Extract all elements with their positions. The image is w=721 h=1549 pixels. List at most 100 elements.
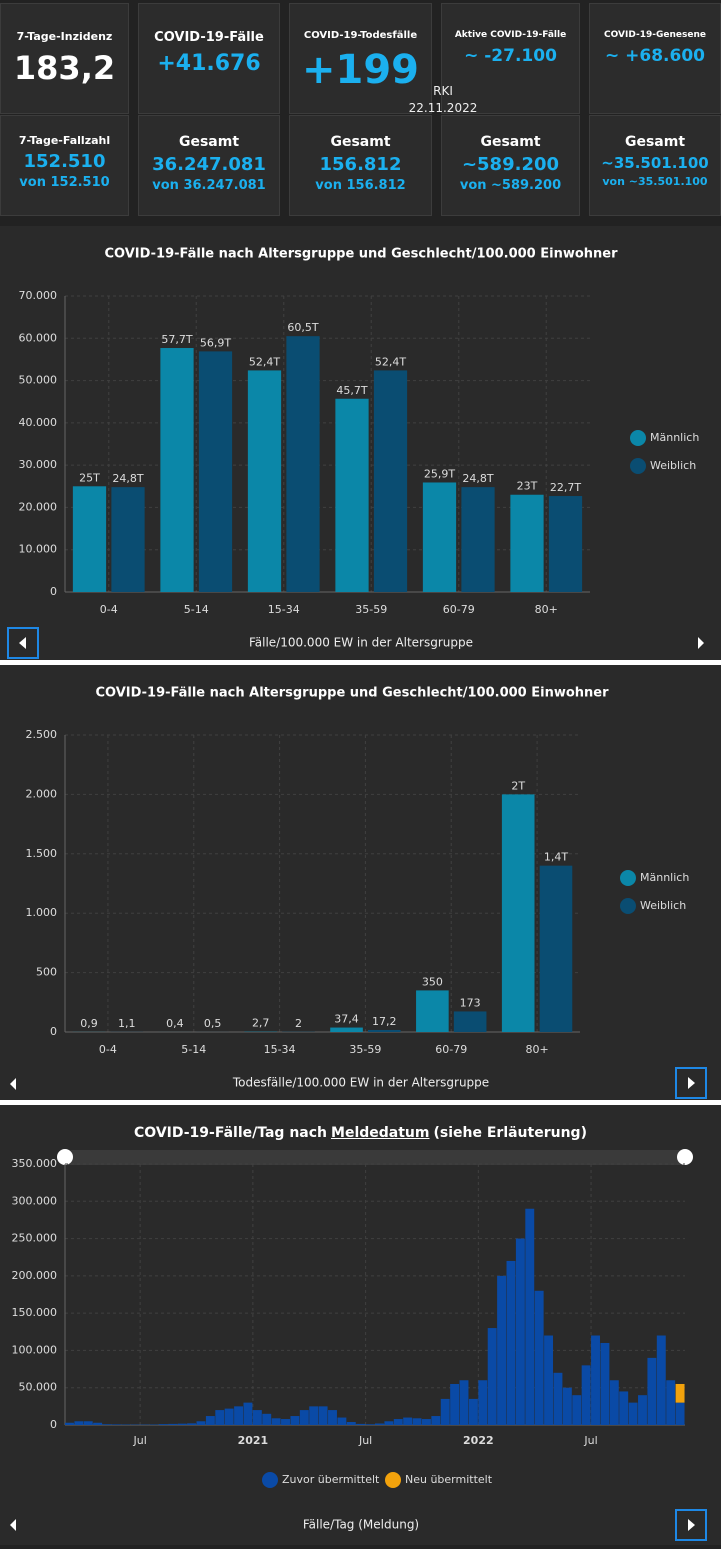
bar-segment <box>450 1384 459 1425</box>
bar-segment <box>253 1410 262 1425</box>
range-slider[interactable] <box>65 1150 685 1165</box>
bar-segment <box>619 1391 628 1425</box>
value-label: 24,8T <box>112 472 143 485</box>
bar-segment <box>666 1380 675 1425</box>
x-tick-label: 0-4 <box>100 603 118 616</box>
tile-value: +41.676 <box>139 51 279 76</box>
bar <box>461 487 494 592</box>
value-label: 37,4 <box>334 1013 359 1026</box>
bar-segment <box>422 1419 431 1425</box>
y-tick-label: 1.500 <box>26 847 58 860</box>
bar-segment <box>262 1414 271 1425</box>
y-tick-label: 200.000 <box>12 1269 58 1282</box>
tile-total: ~35.501.100 <box>590 154 720 172</box>
chart-title: COVID-19-Fälle nach Altersgruppe und Ges… <box>104 247 618 262</box>
value-label: 52,4T <box>249 355 280 368</box>
bar-segment <box>356 1424 365 1425</box>
y-tick-label: 2.000 <box>26 787 58 800</box>
prev-button[interactable] <box>10 1519 16 1531</box>
value-label: 350 <box>422 975 443 988</box>
bar-segment <box>469 1399 478 1425</box>
legend-label: Männlich <box>650 431 699 444</box>
value-label: 2 <box>295 1017 302 1030</box>
bar-segment <box>272 1418 281 1425</box>
bar-segment <box>178 1424 187 1425</box>
y-tick-label: 100.000 <box>12 1343 58 1356</box>
legend-swatch <box>620 870 636 886</box>
y-tick-label: 40.000 <box>19 416 58 429</box>
value-label: 1,4T <box>544 851 568 864</box>
bar-segment <box>168 1424 177 1425</box>
bar-segment <box>563 1388 572 1425</box>
y-tick-label: 50.000 <box>19 374 58 387</box>
next-button[interactable] <box>698 637 704 649</box>
bar <box>199 351 232 592</box>
bar <box>423 482 456 592</box>
bar-segment <box>206 1416 215 1425</box>
bar-segment <box>375 1424 384 1425</box>
bar-segment <box>507 1261 516 1425</box>
bar-segment <box>403 1418 412 1425</box>
tile-total-sub: von 156.812 <box>290 178 431 193</box>
legend-swatch <box>620 898 636 914</box>
bar-segment <box>225 1409 234 1425</box>
value-label: 25T <box>79 471 100 484</box>
x-tick-label: 80+ <box>535 603 558 616</box>
y-tick-label: 2.500 <box>26 728 58 741</box>
x-axis-title: Fälle/100.000 EW in der Altersgruppe <box>249 636 473 650</box>
x-tick-label: Jul <box>583 1434 597 1447</box>
title-link[interactable]: Meldedatum <box>331 1125 429 1141</box>
bar-segment <box>215 1410 224 1425</box>
bar <box>160 348 193 592</box>
legend-label: Zuvor übermittelt <box>282 1473 380 1486</box>
x-tick-label: 80+ <box>525 1043 548 1056</box>
slider-handle[interactable] <box>677 1149 693 1165</box>
bar <box>540 866 573 1032</box>
y-tick-label: 60.000 <box>19 331 58 344</box>
bar-segment <box>572 1395 581 1425</box>
value-label: 17,2 <box>372 1015 397 1028</box>
y-tick-label: 0 <box>50 585 57 598</box>
bar-segment <box>281 1419 290 1425</box>
value-label: 2,7 <box>252 1017 270 1030</box>
bar-segment <box>384 1421 393 1425</box>
tile-title: COVID-19-Genesene <box>590 30 720 40</box>
tile-value: ~ +68.600 <box>590 46 720 66</box>
source: RKI <box>400 84 486 98</box>
bar-segment <box>478 1380 487 1425</box>
prev-button[interactable] <box>10 1078 16 1090</box>
panel: COVID-19-Fälle nach Altersgruppe und Ges… <box>0 226 721 660</box>
legend-label: Neu übermittelt <box>405 1473 493 1486</box>
x-tick-label: 60-79 <box>443 603 475 616</box>
bar-segment <box>309 1406 318 1425</box>
slider-handle[interactable] <box>57 1149 73 1165</box>
x-tick-label: 15-34 <box>264 1043 296 1056</box>
chart: COVID-19-Fälle nach Altersgruppe und Ges… <box>0 226 721 660</box>
legend-swatch <box>262 1472 278 1488</box>
tile-value: ~ -27.100 <box>442 46 579 66</box>
bar-segment <box>638 1395 647 1425</box>
bar-segment <box>553 1373 562 1425</box>
bar-segment <box>243 1403 252 1425</box>
bar <box>374 370 407 592</box>
x-tick-label: Jul <box>358 1434 372 1447</box>
bar <box>502 794 535 1032</box>
value-label: 25,9T <box>424 467 455 480</box>
bar-segment <box>197 1421 206 1425</box>
x-tick-label: 60-79 <box>435 1043 467 1056</box>
title-text: (siehe Erläuterung) <box>433 1125 587 1141</box>
next-icon <box>688 1077 695 1089</box>
y-tick-label: 30.000 <box>19 458 58 471</box>
y-tick-label: 0 <box>50 1418 57 1431</box>
tile-title: COVID-19-Todesfälle <box>290 30 431 41</box>
tile-total-sub: von ~589.200 <box>442 178 579 193</box>
bar-segment <box>460 1380 469 1425</box>
x-tick-label: 15-34 <box>268 603 300 616</box>
bar-segment <box>582 1365 591 1425</box>
value-label: 1,1 <box>118 1017 136 1030</box>
bar-segment <box>290 1416 299 1425</box>
value-label: 0,9 <box>80 1017 98 1030</box>
